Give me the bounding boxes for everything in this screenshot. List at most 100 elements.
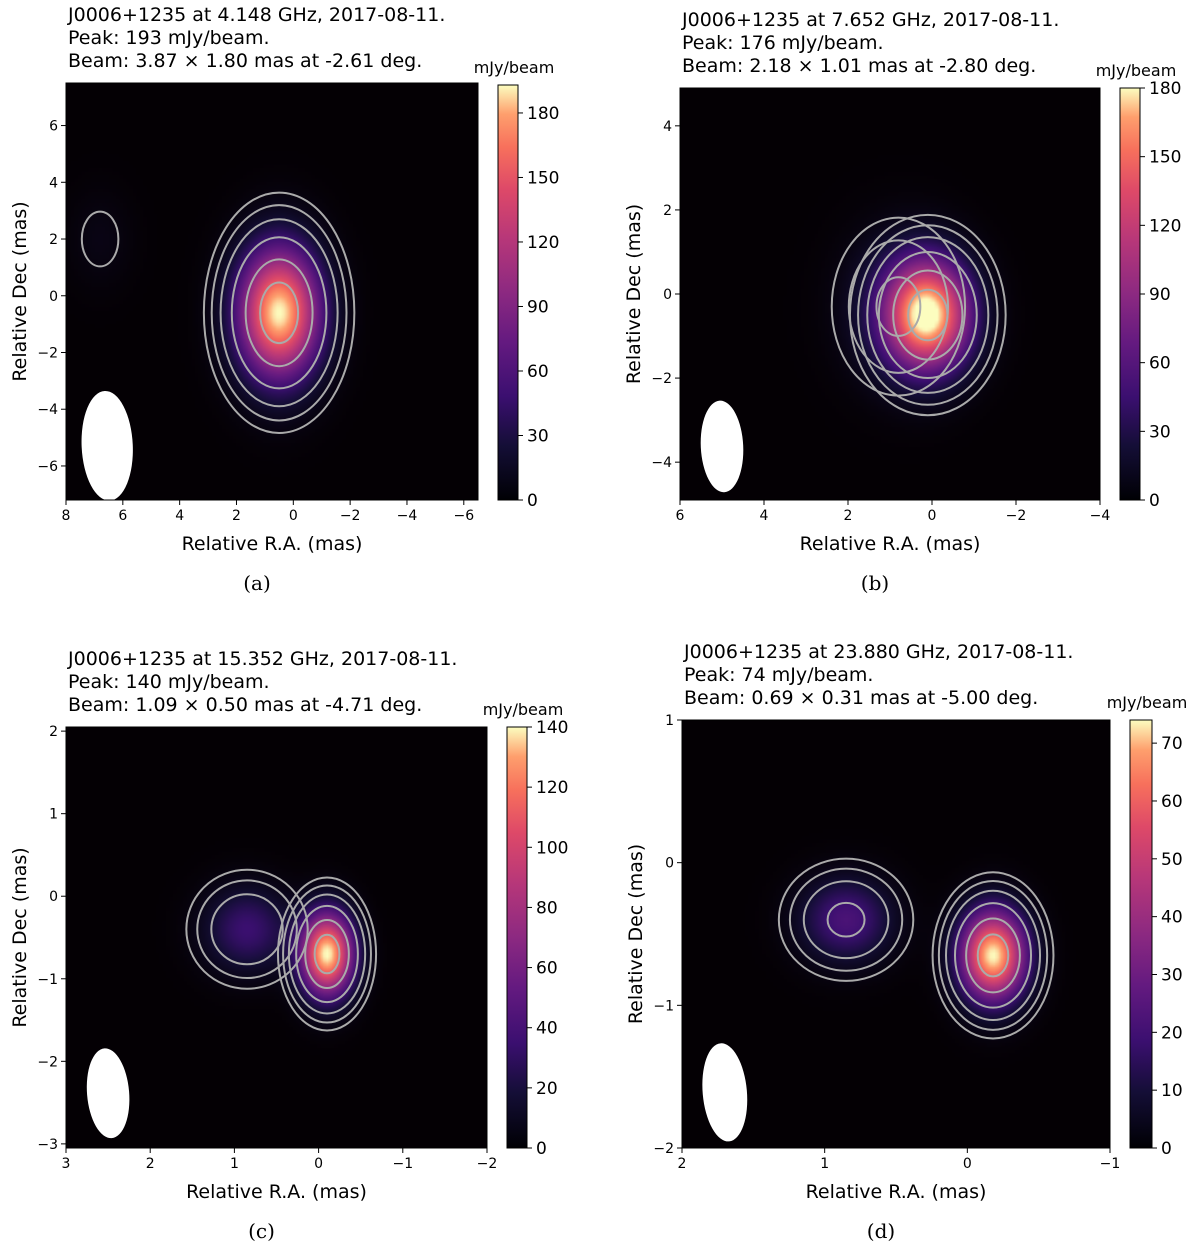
- beam-ellipse: [702, 1043, 748, 1142]
- contour-line: [304, 918, 350, 990]
- colorbar-tick-label: 100: [536, 838, 568, 858]
- contour-line: [945, 889, 1042, 1022]
- y-tick-label: −1: [653, 998, 674, 1014]
- contour-line: [802, 880, 890, 960]
- colorbar-tick-label: 180: [527, 104, 559, 124]
- colorbar-tick-label: 140: [536, 718, 568, 738]
- colorbar-tick-label: 60: [1149, 354, 1171, 374]
- colorbar-tick-label: 70: [1161, 734, 1183, 754]
- colorbar-label: mJy/beam: [483, 700, 564, 719]
- y-tick-label: 6: [49, 119, 58, 135]
- x-tick-label: 2: [844, 508, 853, 524]
- contour-line: [847, 239, 950, 374]
- colorbar: [1119, 87, 1141, 501]
- y-tick-label: 0: [49, 289, 58, 305]
- contour-line: [259, 281, 300, 345]
- chart-panel-b: J0006+1235 at 7.652 GHz, 2017-08-11.Peak…: [623, 9, 1181, 595]
- contour-line: [826, 901, 866, 938]
- x-tick-label: 2: [678, 1156, 687, 1172]
- intensity-map: [66, 727, 487, 1148]
- colorbar: [497, 84, 519, 501]
- contour-line: [287, 893, 367, 1015]
- contour-line: [976, 933, 1010, 978]
- chart-title-line: Beam: 0.69 × 0.31 mas at -5.00 deg.: [684, 687, 1038, 709]
- y-tick-label: −2: [651, 371, 672, 387]
- colorbar-tick-label: 150: [527, 168, 559, 188]
- contour-line: [777, 857, 915, 982]
- x-tick-label: 0: [314, 1156, 323, 1172]
- y-tick-label: 4: [663, 119, 672, 135]
- colorbar-tick-label: 30: [527, 426, 549, 446]
- y-tick-label: 1: [49, 807, 58, 823]
- x-tick-label: −4: [1090, 508, 1111, 524]
- y-tick-label: −1: [37, 972, 58, 988]
- contour-line: [219, 218, 339, 408]
- y-tick-label: 0: [49, 889, 58, 905]
- plot-frame: [65, 82, 479, 501]
- beam-ellipse: [86, 1048, 130, 1139]
- colorbar-tick-label: 120: [1149, 216, 1181, 236]
- contour-line: [965, 917, 1021, 994]
- contour-line: [210, 893, 284, 966]
- plot-frame: [65, 726, 488, 1149]
- x-axis-label: Relative R.A. (mas): [806, 1181, 987, 1203]
- x-tick-label: 2: [146, 1156, 155, 1172]
- chart-title-line: J0006+1235 at 23.880 GHz, 2017-08-11.: [683, 641, 1073, 663]
- contour-line: [954, 902, 1033, 1009]
- colorbar-tick-label: 30: [1161, 965, 1183, 985]
- chart-title-line: Peak: 193 mJy/beam.: [68, 27, 270, 49]
- x-tick-label: 8: [62, 508, 71, 524]
- chart-panel-a: J0006+1235 at 4.148 GHz, 2017-08-11.Peak…: [9, 4, 559, 595]
- x-tick-label: −4: [397, 508, 418, 524]
- panel-caption: (b): [861, 571, 889, 595]
- chart-title-line: J0006+1235 at 15.352 GHz, 2017-08-11.: [67, 648, 457, 670]
- contour-line: [196, 879, 298, 980]
- x-tick-label: 2: [232, 508, 241, 524]
- x-tick-label: 0: [963, 1156, 972, 1172]
- x-tick-label: 6: [676, 508, 685, 524]
- colorbar-label: mJy/beam: [474, 58, 555, 77]
- contour-line: [282, 884, 372, 1024]
- panel-caption: (d): [867, 1219, 895, 1243]
- chart-title-line: Peak: 176 mJy/beam.: [682, 32, 884, 54]
- x-tick-label: −2: [340, 508, 361, 524]
- y-tick-label: −2: [37, 345, 58, 361]
- colorbar-tick-label: 120: [527, 233, 559, 253]
- colorbar-tick-label: 60: [527, 362, 549, 382]
- y-tick-label: 2: [663, 203, 672, 219]
- colorbar-tick-label: 120: [536, 778, 568, 798]
- colorbar-tick-label: 150: [1149, 148, 1181, 168]
- beam-ellipse: [700, 400, 744, 493]
- colorbar-tick-label: 20: [536, 1079, 558, 1099]
- contour-line: [276, 876, 378, 1032]
- contour-line: [875, 276, 922, 337]
- colorbar-tick-label: 90: [1149, 285, 1171, 305]
- y-tick-label: −4: [651, 455, 672, 471]
- x-tick-label: −1: [1100, 1156, 1121, 1172]
- intensity-map: [680, 88, 1100, 500]
- contour-line: [80, 210, 120, 268]
- x-tick-label: 4: [760, 508, 769, 524]
- contour-line: [830, 216, 967, 397]
- contour-line: [937, 879, 1049, 1031]
- y-tick-label: 0: [663, 287, 672, 303]
- x-tick-label: 1: [230, 1156, 239, 1172]
- y-tick-label: 4: [49, 175, 58, 191]
- y-tick-label: −6: [37, 459, 58, 475]
- y-tick-label: −2: [653, 1141, 674, 1157]
- colorbar-tick-label: 0: [1161, 1139, 1172, 1159]
- chart-title-line: Peak: 140 mJy/beam.: [68, 671, 270, 693]
- chart-title-line: J0006+1235 at 7.652 GHz, 2017-08-11.: [681, 9, 1059, 31]
- x-tick-label: 6: [118, 508, 127, 524]
- x-axis-label: Relative R.A. (mas): [186, 1181, 367, 1203]
- contour-line: [857, 224, 999, 406]
- chart-title-line: Beam: 3.87 × 1.80 mas at -2.61 deg.: [68, 50, 422, 72]
- colorbar-tick-label: 80: [536, 898, 558, 918]
- x-tick-label: −6: [453, 508, 474, 524]
- colorbar-tick-label: 30: [1149, 422, 1171, 442]
- y-axis-label: Relative Dec (mas): [9, 201, 31, 381]
- contour-line: [244, 258, 314, 368]
- chart-panel-c: J0006+1235 at 15.352 GHz, 2017-08-11.Pea…: [9, 648, 568, 1243]
- colorbar-tick-label: 40: [1161, 908, 1183, 928]
- chart-title-line: Beam: 1.09 × 0.50 mas at -4.71 deg.: [68, 694, 422, 716]
